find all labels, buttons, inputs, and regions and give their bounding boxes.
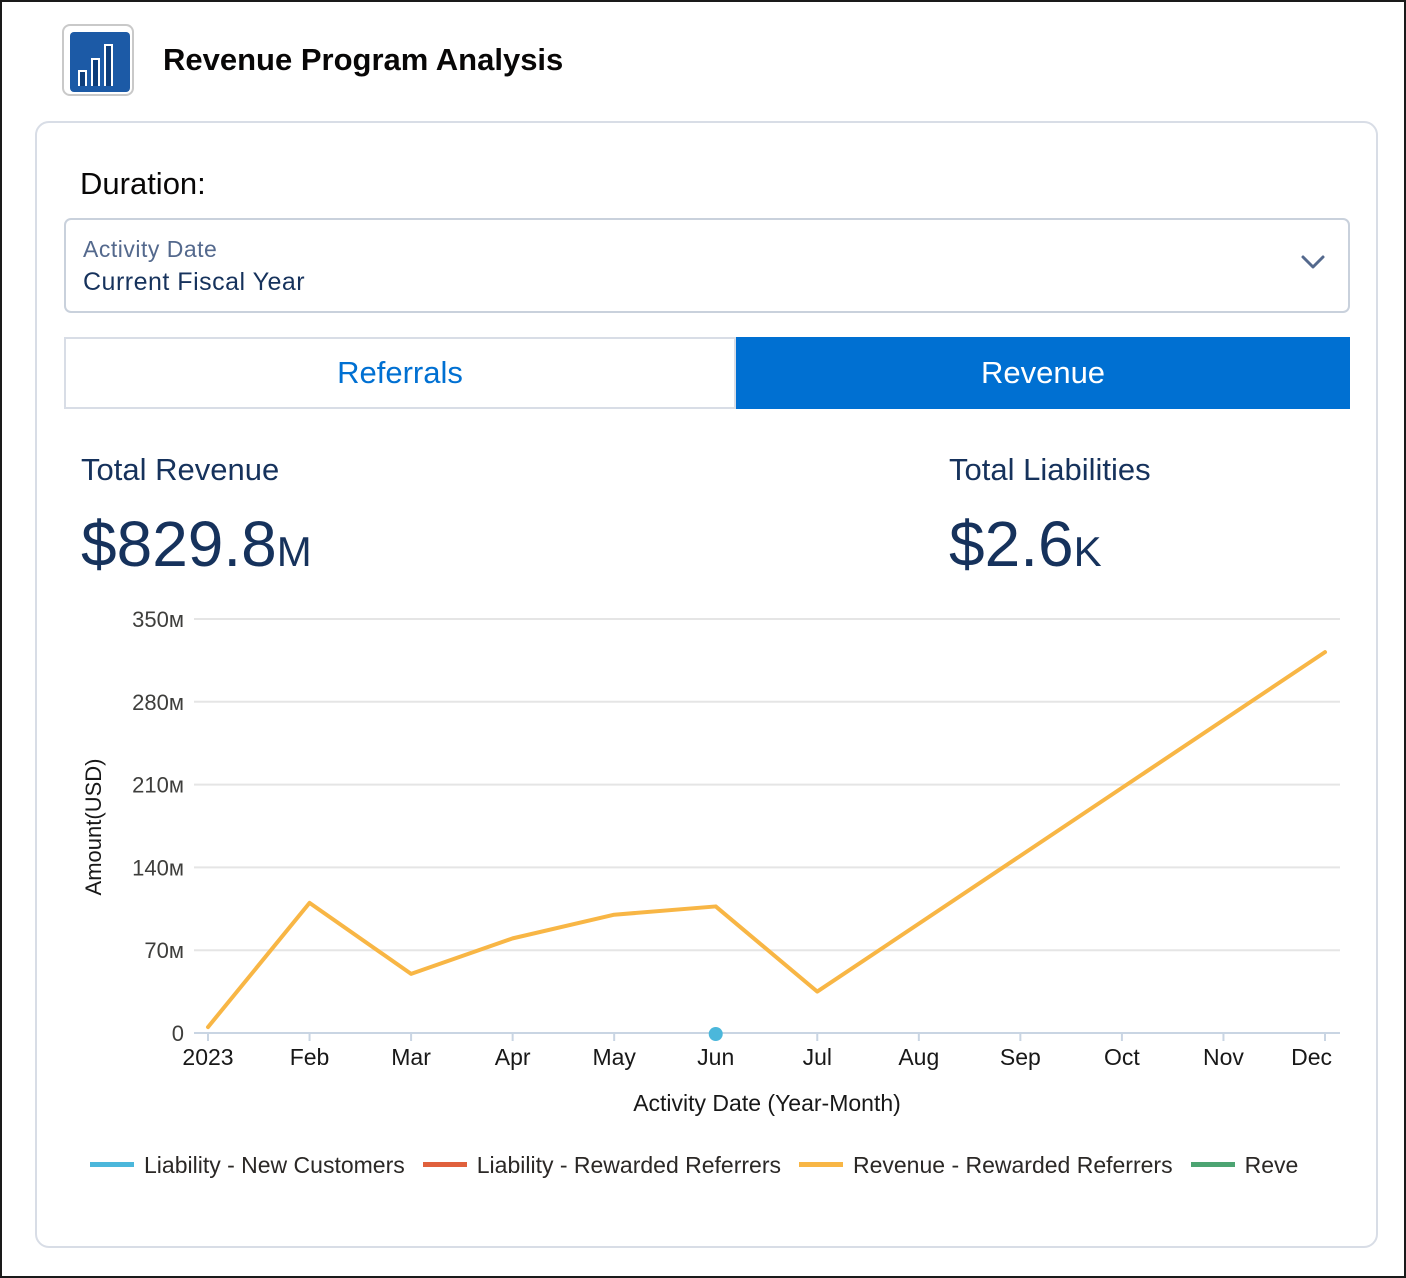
tab-referrals[interactable]: Referrals (64, 337, 736, 409)
revenue-line-chart: 0 70м 140м 210м 280м 350м 2023 Feb Mar Apr May Jun J… (81, 607, 1340, 1116)
x-tick-label: 2023 (182, 1044, 233, 1070)
y-tick-label: 70м (144, 938, 184, 963)
total-revenue-label: Total Revenue (81, 452, 280, 487)
total-revenue-amount: $829.8 (81, 508, 277, 580)
x-tick-label: Mar (391, 1044, 431, 1070)
total-liabilities-amount: $2.6 (949, 508, 1074, 580)
x-tick-label: Apr (495, 1044, 531, 1070)
chevron-down-icon (1301, 255, 1325, 269)
total-revenue-unit: M (276, 528, 312, 575)
x-tick-label: Jun (697, 1044, 734, 1070)
legend-swatch (1190, 1162, 1235, 1168)
total-revenue-value: $829.8M (81, 507, 312, 581)
dropdown-field-label: Activity Date (83, 236, 218, 262)
chart-legend: Liability - New Customers Liability - Rew… (90, 1152, 1336, 1188)
activity-date-dropdown[interactable]: Activity Date Current Fiscal Year (64, 218, 1350, 313)
data-point-liability-new-customers[interactable] (708, 1027, 723, 1041)
x-tick-label: Dec (1291, 1044, 1332, 1070)
x-tick-label: Feb (290, 1044, 330, 1070)
legend-swatch (90, 1162, 134, 1168)
x-tick-label: Aug (898, 1044, 939, 1070)
x-tick-label: Jul (803, 1044, 832, 1070)
y-tick-label: 0 (172, 1021, 184, 1046)
legend-swatch (798, 1162, 843, 1168)
dropdown-selected-value: Current Fiscal Year (83, 268, 306, 296)
legend-item[interactable]: Liability - Rewarded Referrers (422, 1152, 781, 1179)
tab-revenue[interactable]: Revenue (736, 337, 1350, 409)
legend-item[interactable]: Liability - New Customers (90, 1152, 405, 1179)
series-line-revenue-rewarded-referrers (206, 650, 1327, 1030)
legend-label: Liability - Rewarded Referrers (476, 1152, 781, 1178)
legend-label: Liability - New Customers (144, 1152, 405, 1178)
legend-label: Revenue - Rewarded Referrers (852, 1152, 1173, 1178)
x-tick-label: Nov (1203, 1044, 1244, 1070)
duration-label: Duration: (80, 166, 206, 201)
y-tick-label: 210м (132, 773, 184, 798)
y-axis-title: Amount(USD) (81, 759, 106, 896)
x-tick-label: Oct (1104, 1044, 1140, 1070)
legend-item[interactable]: Reve (1190, 1152, 1299, 1179)
y-tick-label: 140м (132, 855, 184, 880)
total-liabilities-label: Total Liabilities (949, 452, 1151, 487)
x-tick-label: May (592, 1044, 636, 1070)
legend-item[interactable]: Revenue - Rewarded Referrers (798, 1152, 1173, 1179)
y-tick-label: 280м (132, 690, 184, 715)
total-liabilities-unit: K (1073, 528, 1102, 575)
legend-swatch (422, 1162, 467, 1168)
page-title: Revenue Program Analysis (163, 42, 564, 77)
legend-label: Reve (1244, 1152, 1299, 1178)
y-tick-label: 350м (132, 607, 184, 632)
x-tick-label: Sep (1000, 1044, 1041, 1070)
total-liabilities-value: $2.6K (949, 507, 1102, 581)
x-axis-title: Activity Date (Year-Month) (633, 1090, 901, 1116)
bar-chart-icon (62, 24, 134, 96)
